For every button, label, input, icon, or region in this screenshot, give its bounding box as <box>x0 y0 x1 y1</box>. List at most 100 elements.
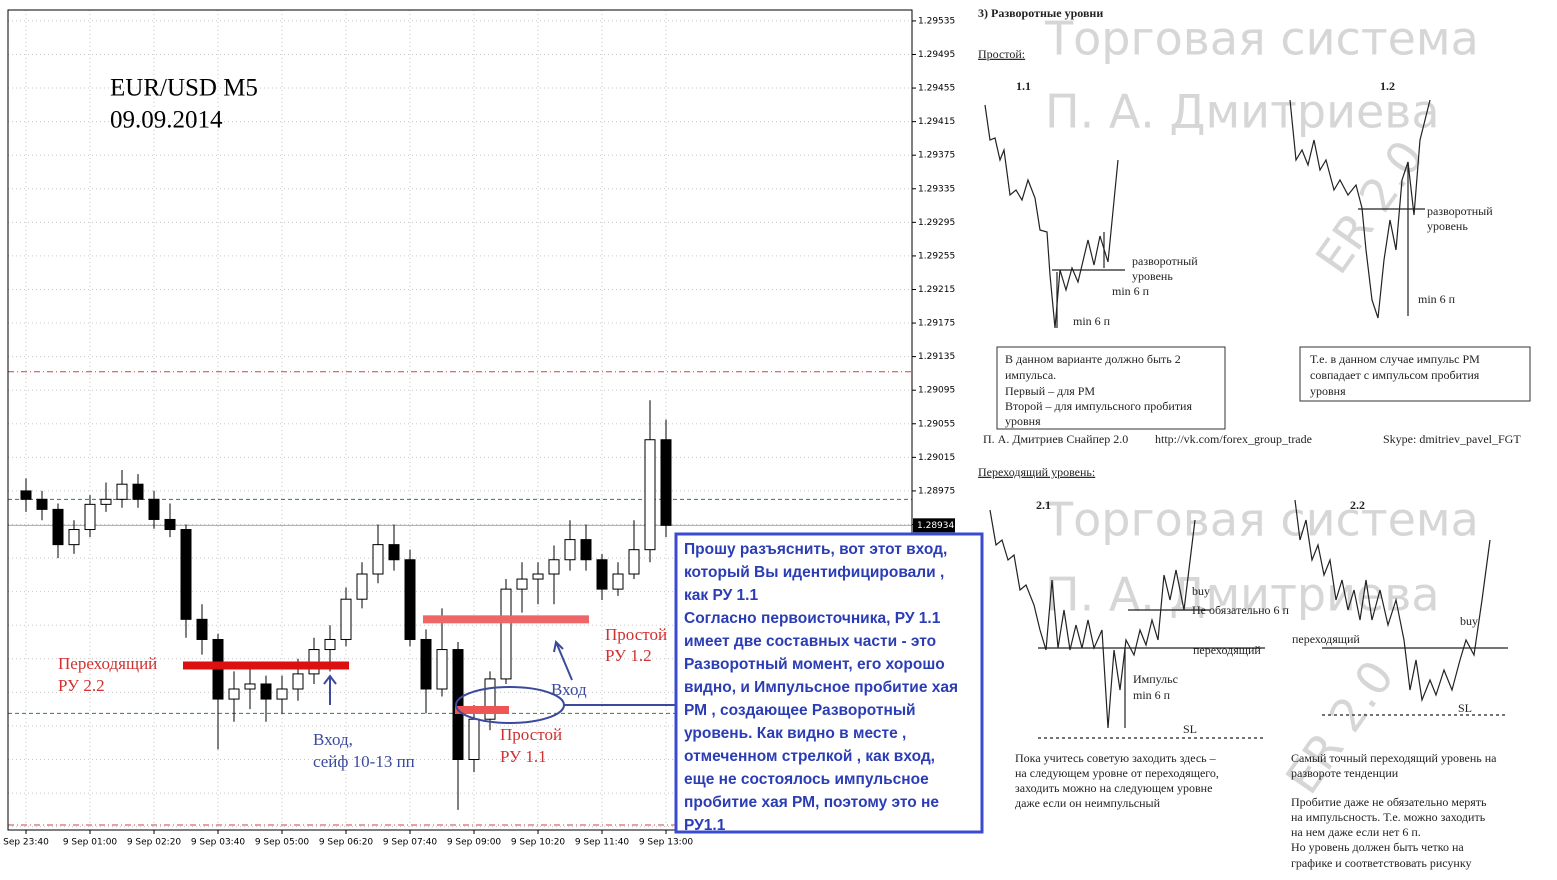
fig-text: min 6 п <box>1418 292 1456 306</box>
fig-text: Не обязательно 6 п <box>1192 603 1290 617</box>
y-tick-label: 1.29295 <box>918 218 955 228</box>
figure-label: 2.2 <box>1350 498 1365 512</box>
watermark: Торговая система <box>1044 12 1479 66</box>
question-text: отмеченном стрелкой , как вход, <box>684 748 935 765</box>
fig-text: min 6 п <box>1133 688 1171 702</box>
fig-text: min 6 п <box>1073 314 1111 328</box>
level-zone <box>423 615 589 624</box>
y-tick-label: 1.29535 <box>918 16 955 26</box>
fig-text: SL <box>1183 722 1197 736</box>
candle-body <box>532 573 544 580</box>
caption: на нем даже если нет 6 п. <box>1291 825 1421 839</box>
y-tick-label: 1.29095 <box>918 386 955 396</box>
candle-body <box>164 518 176 531</box>
section-heading: Простой: <box>978 47 1025 61</box>
last-price-tag <box>913 518 955 533</box>
footer-text: Skype: dmitriev_pavel_FGT <box>1383 432 1521 446</box>
x-tick-label: 9 Sep 11:40 <box>575 838 630 848</box>
candle-body <box>52 508 64 546</box>
candle-body <box>564 539 576 561</box>
x-tick-label: 9 Sep 09:00 <box>447 838 502 848</box>
candle-body <box>324 638 336 651</box>
candle-body <box>388 544 400 561</box>
annotation: Переходящий <box>58 654 157 673</box>
level-zone <box>455 705 509 714</box>
candle-body <box>132 483 144 500</box>
question-box: Прошу разъяснить, вот этот вход, который … <box>674 532 984 834</box>
question-text: еще не состоялось импульсное <box>684 771 929 788</box>
plot-frame <box>7 9 913 831</box>
candle-body <box>628 549 640 575</box>
question-text: пробитие хая РМ, поэтому это не <box>684 794 939 811</box>
fig-text: переходящий <box>1193 643 1261 657</box>
question-frame <box>674 532 984 834</box>
note-text: Т.е. в данном случае импульс РМ <box>1310 352 1480 366</box>
annotation: РУ 1.1 <box>500 747 547 766</box>
candle-body <box>436 649 448 690</box>
candle-body <box>404 559 416 640</box>
footer-text: П. А. Дмитриев Снайпер 2.0 <box>983 432 1128 446</box>
x-tick-label: 9 Sep 07:40 <box>383 838 438 848</box>
x-tick-label: 9 Sep 05:00 <box>255 838 310 848</box>
annotation: Простой <box>605 625 667 644</box>
fig-text: buy <box>1460 614 1478 628</box>
document: Торговая система П. А. Дмитриева Торгова… <box>978 6 1531 870</box>
question-text: РУ1.1 <box>684 817 726 834</box>
watermark: П. А. Дмитриева <box>1045 85 1440 139</box>
fig-text: buy <box>1192 584 1210 598</box>
fig-text: Импульс <box>1133 672 1178 686</box>
y-tick-label: 1.29055 <box>918 419 955 429</box>
note-text: импульса. <box>1005 368 1056 382</box>
caption: даже если он неимпульсный <box>1015 796 1161 810</box>
candle-body <box>116 483 128 500</box>
y-tick-label: 1.29335 <box>918 184 955 194</box>
figure-label: 2.1 <box>1036 498 1051 512</box>
y-tick-label: 1.29495 <box>918 50 955 60</box>
question-text: Прошу разъяснить, вот этот вход, <box>684 541 947 558</box>
annotation: Вход, <box>313 730 353 749</box>
question-text: видно, и Импульсное пробитие хая <box>684 679 958 696</box>
candle-body <box>196 618 208 640</box>
candle-body <box>84 503 96 531</box>
candle-body <box>372 544 384 575</box>
last-price-label: 1.28934 <box>917 521 954 531</box>
chart-annotations: EUR/USD M5 09.09.2014 Переходящий РУ 2.2… <box>58 75 677 771</box>
candle-body <box>420 638 432 690</box>
y-tick-label: 1.29135 <box>918 352 955 362</box>
candle-body <box>596 559 608 590</box>
note-box <box>1299 346 1531 402</box>
annotation: сейф 10-13 пп <box>313 752 415 771</box>
caption: Пробитие даже не обязательно мерять <box>1291 795 1487 809</box>
footer-text: http://vk.com/forex_group_trade <box>1155 432 1312 446</box>
annotation: Простой <box>500 725 562 744</box>
y-tick-label: 1.29215 <box>918 285 955 295</box>
watermark: Торговая система <box>1044 493 1479 547</box>
candle-body <box>276 688 288 700</box>
candle-body <box>68 529 80 546</box>
x-tick-label: 9 Sep 10:20 <box>511 838 566 848</box>
y-tick-label: 1.29255 <box>918 251 955 261</box>
caption: на следующем уровне от переходящего, <box>1015 766 1219 780</box>
candle-body <box>548 559 560 575</box>
note-text: уровня <box>1005 414 1041 428</box>
fig-text: переходящий <box>1292 632 1360 646</box>
annotation: РУ 2.2 <box>58 676 105 695</box>
question-text: который Вы идентифицировали , <box>684 564 944 581</box>
arrow <box>323 674 337 705</box>
x-tick-label: 9 Sep 06:20 <box>319 838 374 848</box>
caption: заходить можно на следующем уровне <box>1015 781 1212 795</box>
fig-text: уровень <box>1132 269 1173 283</box>
watermark: ER 2.0 <box>1275 651 1405 804</box>
question-text: как РУ 1.1 <box>684 587 758 604</box>
sketch-line <box>1289 99 1431 319</box>
question-text: Разворотный момент, его хорошо <box>684 656 945 673</box>
candle-body <box>452 649 464 760</box>
question-text: Согласно первоисточника, РУ 1.1 <box>684 610 941 627</box>
note-text: совпадает с импульсом пробития <box>1310 368 1480 382</box>
candle-body <box>516 578 528 590</box>
fig-text: разворотный <box>1427 204 1493 218</box>
sketch-line <box>989 509 1196 729</box>
caption: Самый точный переходящий уровень на <box>1291 751 1497 765</box>
note-box <box>996 346 1226 430</box>
